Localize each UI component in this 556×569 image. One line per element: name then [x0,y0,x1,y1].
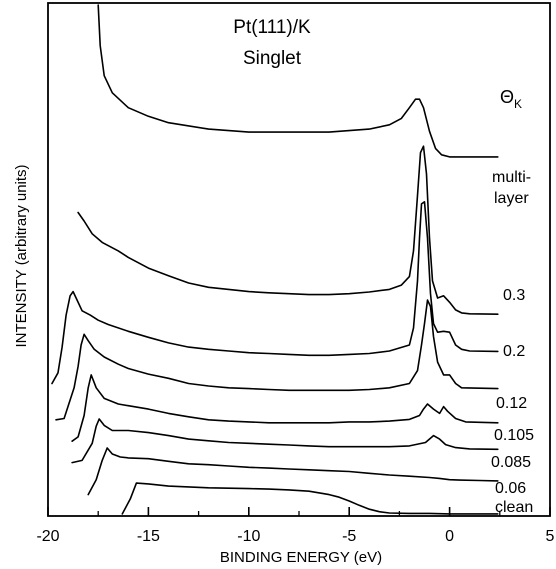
x-tick-label: 5 [546,528,555,545]
legend-title: ΘK [500,87,522,111]
series-label-0-2: 0.2 [503,343,525,360]
legend-title-symbol: Θ [500,87,514,107]
x-tick-label: -5 [342,528,356,545]
series-label-multi: multi- [492,169,531,186]
spectrum-curve-0-2 [51,201,499,385]
series-label-layer: layer [494,190,529,207]
series-label-0-06: 0.06 [495,480,526,497]
x-tick-label: -10 [237,528,260,545]
spectra-curves [51,4,499,515]
spectrum-curve-clean [121,482,499,515]
x-tick-label: -20 [36,528,59,545]
x-tick-label: -15 [137,528,160,545]
series-label-0-085: 0.085 [491,454,531,471]
legend-title-subscript: K [514,97,522,111]
y-axis-title: INTENSITY (arbitrary units) [13,164,30,347]
spectrum-curve-0-06 [87,447,499,496]
spectrum-curve-multilayer [97,4,499,158]
chart-title: Pt(111)/K [233,17,311,38]
spectrum-curve-0-105 [71,374,499,442]
spectrum-curve-0-12 [55,299,499,421]
spectrum-curve-0-3 [77,145,499,315]
x-tick-label: 0 [445,528,454,545]
chart-subtitle: Singlet [243,48,302,69]
series-label-clean: clean [495,499,533,516]
series-label-0-105: 0.105 [494,427,534,444]
spectrum-curve-0-085 [71,418,499,464]
x-axis-title: BINDING ENERGY (eV) [220,549,382,566]
x-axis-ticks: -20 -15 -10 -5 0 5 [36,507,555,545]
series-label-0-3: 0.3 [503,287,525,304]
series-label-0-12: 0.12 [496,395,527,412]
plot-frame [47,2,551,517]
